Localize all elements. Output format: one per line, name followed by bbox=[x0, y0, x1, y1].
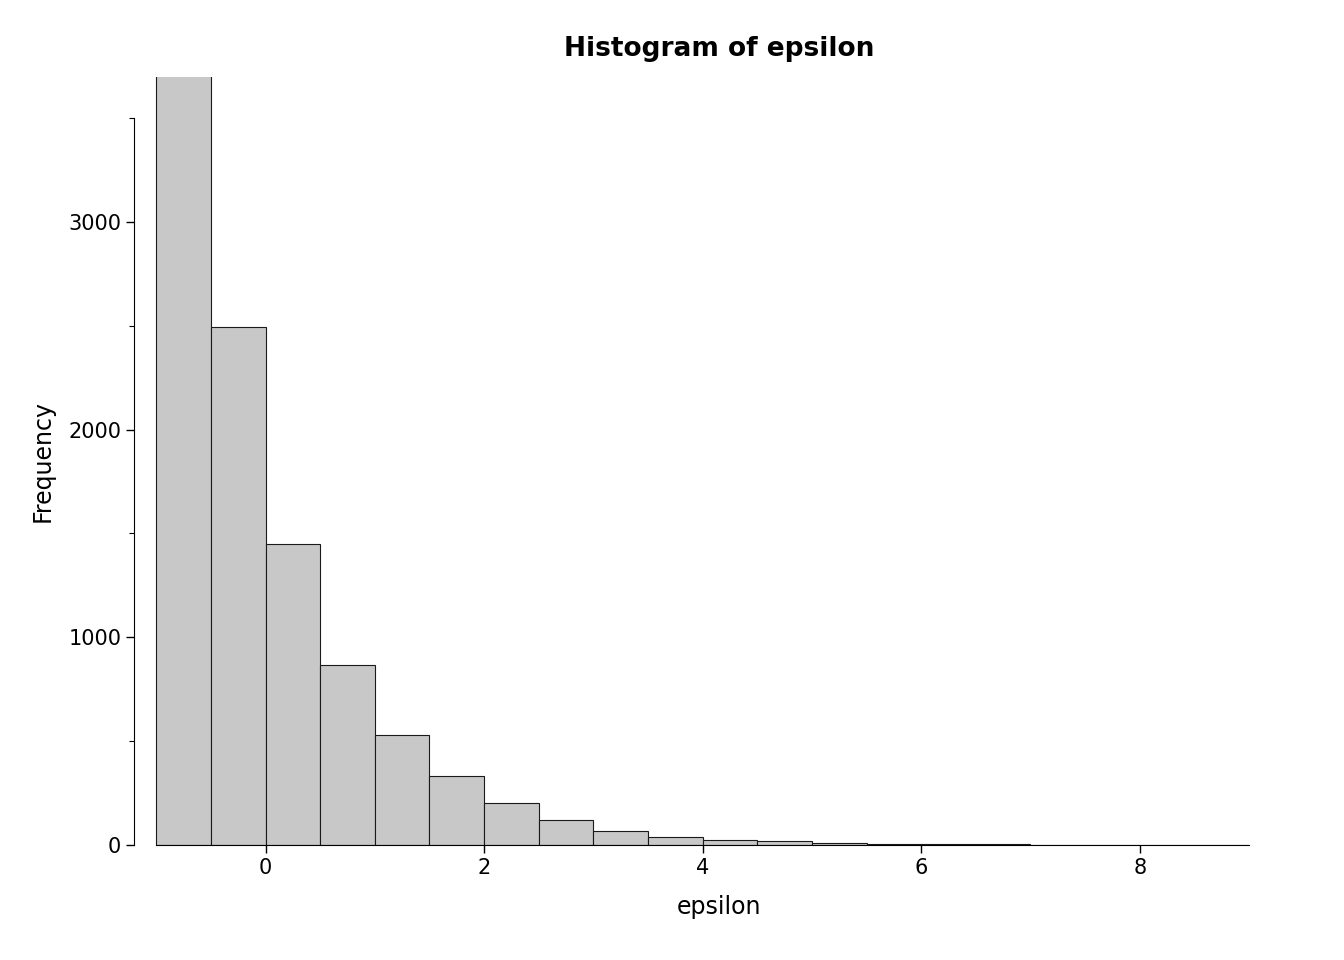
Bar bbox=[648, 837, 703, 845]
Bar bbox=[757, 841, 812, 845]
Bar bbox=[266, 543, 320, 845]
Bar bbox=[593, 831, 648, 845]
Bar bbox=[211, 326, 266, 845]
Bar bbox=[703, 840, 757, 845]
Bar bbox=[375, 734, 430, 845]
Bar bbox=[156, 47, 211, 845]
Bar bbox=[430, 776, 484, 845]
Title: Histogram of epsilon: Histogram of epsilon bbox=[564, 36, 874, 62]
Bar bbox=[320, 665, 375, 845]
Y-axis label: Frequency: Frequency bbox=[31, 399, 54, 522]
X-axis label: epsilon: epsilon bbox=[677, 895, 761, 919]
Bar bbox=[484, 803, 539, 845]
Bar bbox=[812, 843, 867, 845]
Bar bbox=[867, 844, 921, 845]
Bar bbox=[539, 820, 593, 845]
